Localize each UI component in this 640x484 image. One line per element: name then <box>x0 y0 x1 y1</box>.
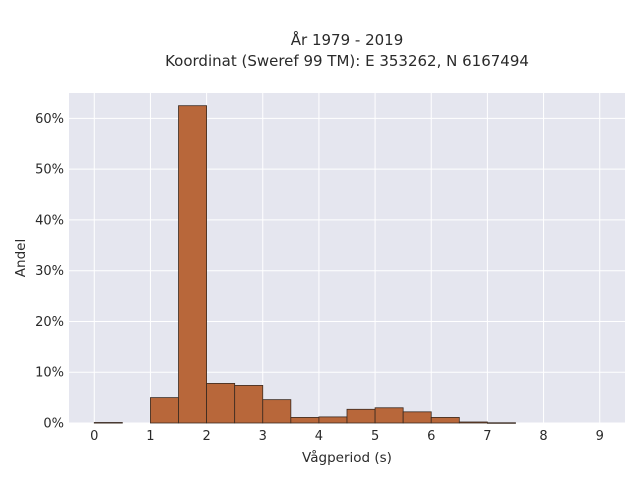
y-tick-label: 30% <box>35 264 64 279</box>
plot-area <box>69 93 625 423</box>
histogram-bar <box>262 399 292 424</box>
y-tick-label: 40% <box>35 213 64 228</box>
bars <box>93 105 516 424</box>
x-tick-label: 7 <box>483 429 491 444</box>
histogram-bar <box>430 417 460 424</box>
histogram-bar <box>402 411 432 424</box>
x-tick-label: 2 <box>202 429 210 444</box>
y-tick-label: 10% <box>35 366 64 381</box>
y-tick-label: 50% <box>35 163 64 178</box>
x-tick-label: 5 <box>371 429 379 444</box>
histogram-bar <box>93 422 123 424</box>
histogram-bar <box>487 422 516 424</box>
histogram-bar <box>290 417 320 424</box>
histogram-bar <box>206 382 236 424</box>
x-tick-label: 6 <box>427 429 435 444</box>
y-tick-label: 60% <box>35 112 64 127</box>
histogram-bar <box>178 105 207 424</box>
tick-labels: 0 1 2 3 4 5 6 7 8 9 0% 10% 20% 30% 40% 50% 60% <box>35 112 604 444</box>
histogram-bar <box>346 408 376 424</box>
x-tick-label: 3 <box>259 429 267 444</box>
x-tick-label: 1 <box>146 429 154 444</box>
chart-title-line2: Koordinat (Sweref 99 TM): E 353262, N 61… <box>165 52 529 70</box>
x-tick-label: 0 <box>90 429 98 444</box>
histogram-bar <box>318 416 348 424</box>
histogram-bar <box>150 397 179 424</box>
histogram-bar <box>234 385 264 424</box>
y-tick-label: 20% <box>35 315 64 330</box>
histogram-bar <box>458 421 488 424</box>
y-tick-label: 0% <box>43 417 64 432</box>
x-tick-label: 9 <box>596 429 604 444</box>
chart-title-line1: År 1979 - 2019 <box>291 30 404 49</box>
x-tick-label: 4 <box>315 429 323 444</box>
x-axis-label: Vågperiod (s) <box>302 449 392 466</box>
y-axis-label: Andel <box>13 239 29 277</box>
histogram-bar <box>374 407 404 424</box>
x-tick-label: 8 <box>539 429 547 444</box>
